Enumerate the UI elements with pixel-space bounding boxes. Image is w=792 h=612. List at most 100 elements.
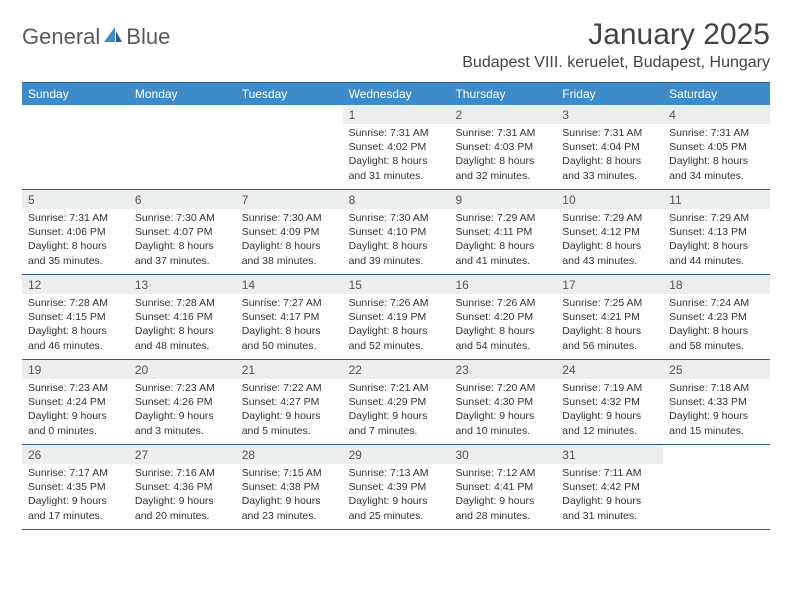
- day-number: 9: [449, 190, 556, 209]
- sunrise-line: Sunrise: 7:31 AM: [669, 126, 764, 140]
- daylight-line: and 7 minutes.: [349, 424, 444, 438]
- title-block: January 2025 Budapest VIII. keruelet, Bu…: [462, 18, 770, 72]
- day-details: Sunrise: 7:19 AMSunset: 4:32 PMDaylight:…: [556, 379, 663, 442]
- daylight-line: and 52 minutes.: [349, 339, 444, 353]
- day-number: 22: [343, 360, 450, 379]
- day-details: Sunrise: 7:31 AMSunset: 4:06 PMDaylight:…: [22, 209, 129, 272]
- daylight-line: Daylight: 8 hours: [669, 324, 764, 338]
- day-number: [663, 445, 770, 464]
- day-cell: [663, 445, 770, 529]
- daylight-line: Daylight: 8 hours: [242, 324, 337, 338]
- day-details: Sunrise: 7:30 AMSunset: 4:10 PMDaylight:…: [343, 209, 450, 272]
- day-cell: 25Sunrise: 7:18 AMSunset: 4:33 PMDayligh…: [663, 360, 770, 444]
- day-number: [236, 105, 343, 124]
- sunrise-line: Sunrise: 7:21 AM: [349, 381, 444, 395]
- sunset-line: Sunset: 4:42 PM: [562, 480, 657, 494]
- daylight-line: and 38 minutes.: [242, 254, 337, 268]
- logo-text-2: Blue: [126, 24, 170, 50]
- week-row: 1Sunrise: 7:31 AMSunset: 4:02 PMDaylight…: [22, 105, 770, 190]
- day-cell: 16Sunrise: 7:26 AMSunset: 4:20 PMDayligh…: [449, 275, 556, 359]
- day-details: Sunrise: 7:29 AMSunset: 4:11 PMDaylight:…: [449, 209, 556, 272]
- day-number: 3: [556, 105, 663, 124]
- day-details: Sunrise: 7:28 AMSunset: 4:16 PMDaylight:…: [129, 294, 236, 357]
- day-details: Sunrise: 7:29 AMSunset: 4:13 PMDaylight:…: [663, 209, 770, 272]
- day-details: Sunrise: 7:20 AMSunset: 4:30 PMDaylight:…: [449, 379, 556, 442]
- sunset-line: Sunset: 4:06 PM: [28, 225, 123, 239]
- sunset-line: Sunset: 4:39 PM: [349, 480, 444, 494]
- day-details: Sunrise: 7:30 AMSunset: 4:07 PMDaylight:…: [129, 209, 236, 272]
- day-cell: 8Sunrise: 7:30 AMSunset: 4:10 PMDaylight…: [343, 190, 450, 274]
- day-number: 8: [343, 190, 450, 209]
- sunrise-line: Sunrise: 7:22 AM: [242, 381, 337, 395]
- daylight-line: Daylight: 9 hours: [242, 494, 337, 508]
- daylight-line: Daylight: 8 hours: [455, 239, 550, 253]
- daylight-line: Daylight: 9 hours: [455, 409, 550, 423]
- day-details: Sunrise: 7:23 AMSunset: 4:24 PMDaylight:…: [22, 379, 129, 442]
- day-number: 23: [449, 360, 556, 379]
- day-number: 25: [663, 360, 770, 379]
- sunset-line: Sunset: 4:07 PM: [135, 225, 230, 239]
- sunset-line: Sunset: 4:35 PM: [28, 480, 123, 494]
- day-number: 7: [236, 190, 343, 209]
- sunrise-line: Sunrise: 7:11 AM: [562, 466, 657, 480]
- sunrise-line: Sunrise: 7:30 AM: [349, 211, 444, 225]
- sunset-line: Sunset: 4:29 PM: [349, 395, 444, 409]
- daylight-line: and 20 minutes.: [135, 509, 230, 523]
- calendar: SundayMondayTuesdayWednesdayThursdayFrid…: [22, 82, 770, 530]
- day-cell: 15Sunrise: 7:26 AMSunset: 4:19 PMDayligh…: [343, 275, 450, 359]
- logo-text-1: General: [22, 24, 100, 50]
- day-details: Sunrise: 7:27 AMSunset: 4:17 PMDaylight:…: [236, 294, 343, 357]
- daylight-line: and 5 minutes.: [242, 424, 337, 438]
- sunset-line: Sunset: 4:20 PM: [455, 310, 550, 324]
- sunrise-line: Sunrise: 7:31 AM: [455, 126, 550, 140]
- daylight-line: and 46 minutes.: [28, 339, 123, 353]
- day-cell: 24Sunrise: 7:19 AMSunset: 4:32 PMDayligh…: [556, 360, 663, 444]
- month-title: January 2025: [462, 18, 770, 52]
- sunrise-line: Sunrise: 7:27 AM: [242, 296, 337, 310]
- daylight-line: and 34 minutes.: [669, 169, 764, 183]
- day-cell: 6Sunrise: 7:30 AMSunset: 4:07 PMDaylight…: [129, 190, 236, 274]
- sunset-line: Sunset: 4:32 PM: [562, 395, 657, 409]
- daylight-line: and 32 minutes.: [455, 169, 550, 183]
- daylight-line: and 0 minutes.: [28, 424, 123, 438]
- day-number: 17: [556, 275, 663, 294]
- daylight-line: and 23 minutes.: [242, 509, 337, 523]
- sunrise-line: Sunrise: 7:15 AM: [242, 466, 337, 480]
- day-details: Sunrise: 7:16 AMSunset: 4:36 PMDaylight:…: [129, 464, 236, 527]
- sunset-line: Sunset: 4:21 PM: [562, 310, 657, 324]
- day-number: 27: [129, 445, 236, 464]
- week-row: 5Sunrise: 7:31 AMSunset: 4:06 PMDaylight…: [22, 190, 770, 275]
- daylight-line: Daylight: 9 hours: [135, 409, 230, 423]
- day-number: 21: [236, 360, 343, 379]
- daylight-line: Daylight: 8 hours: [28, 239, 123, 253]
- sunrise-line: Sunrise: 7:29 AM: [669, 211, 764, 225]
- day-cell: 1Sunrise: 7:31 AMSunset: 4:02 PMDaylight…: [343, 105, 450, 189]
- sunrise-line: Sunrise: 7:13 AM: [349, 466, 444, 480]
- weekday-header: Wednesday: [343, 83, 450, 105]
- sail-icon: [103, 26, 123, 49]
- daylight-line: and 28 minutes.: [455, 509, 550, 523]
- day-number: 13: [129, 275, 236, 294]
- sunset-line: Sunset: 4:19 PM: [349, 310, 444, 324]
- sunrise-line: Sunrise: 7:28 AM: [28, 296, 123, 310]
- day-details: Sunrise: 7:22 AMSunset: 4:27 PMDaylight:…: [236, 379, 343, 442]
- daylight-line: Daylight: 8 hours: [455, 324, 550, 338]
- day-details: Sunrise: 7:11 AMSunset: 4:42 PMDaylight:…: [556, 464, 663, 527]
- daylight-line: Daylight: 9 hours: [242, 409, 337, 423]
- daylight-line: and 48 minutes.: [135, 339, 230, 353]
- day-number: 10: [556, 190, 663, 209]
- daylight-line: Daylight: 8 hours: [562, 239, 657, 253]
- day-cell: 19Sunrise: 7:23 AMSunset: 4:24 PMDayligh…: [22, 360, 129, 444]
- daylight-line: Daylight: 9 hours: [349, 494, 444, 508]
- day-number: 26: [22, 445, 129, 464]
- daylight-line: Daylight: 8 hours: [349, 324, 444, 338]
- day-details: Sunrise: 7:28 AMSunset: 4:15 PMDaylight:…: [22, 294, 129, 357]
- daylight-line: and 31 minutes.: [349, 169, 444, 183]
- sunset-line: Sunset: 4:04 PM: [562, 140, 657, 154]
- day-details: Sunrise: 7:12 AMSunset: 4:41 PMDaylight:…: [449, 464, 556, 527]
- weekday-header-row: SundayMondayTuesdayWednesdayThursdayFrid…: [22, 83, 770, 105]
- daylight-line: and 35 minutes.: [28, 254, 123, 268]
- sunrise-line: Sunrise: 7:17 AM: [28, 466, 123, 480]
- sunrise-line: Sunrise: 7:26 AM: [455, 296, 550, 310]
- day-number: 30: [449, 445, 556, 464]
